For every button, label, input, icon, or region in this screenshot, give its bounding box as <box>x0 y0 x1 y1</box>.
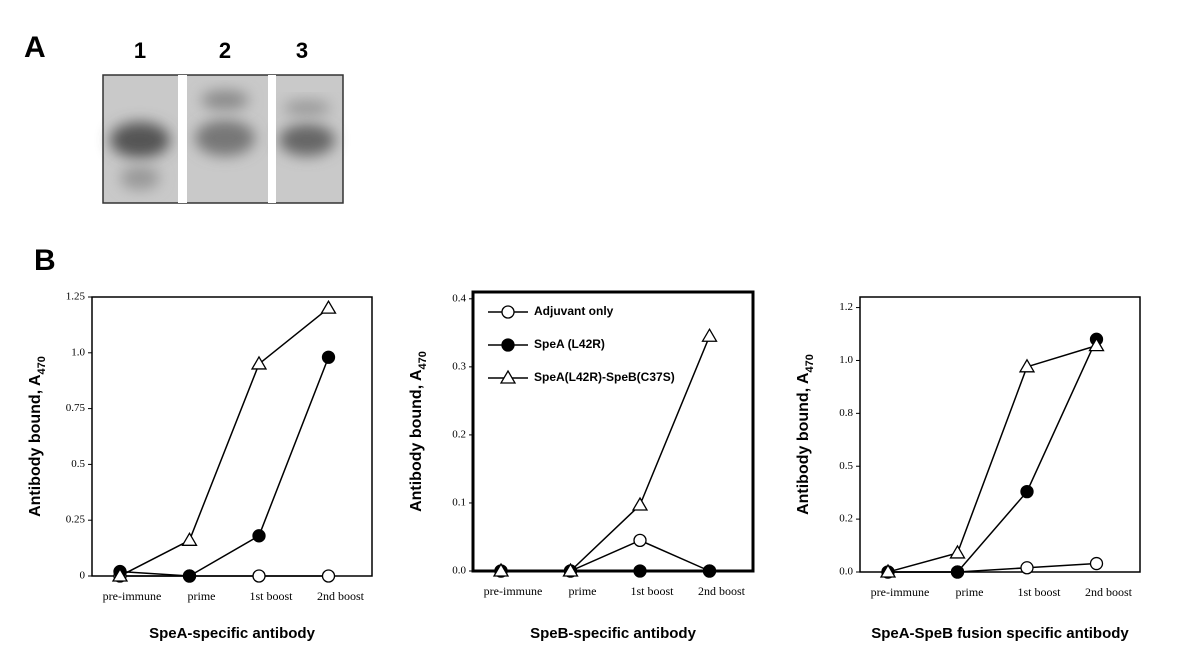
marker <box>111 567 129 582</box>
marker <box>950 565 965 579</box>
y-axis-label-text: Antibody bound, A <box>408 369 425 512</box>
series-line <box>501 539 710 572</box>
y-tick-label: 0.1 <box>452 496 466 508</box>
marker <box>501 338 515 352</box>
chart-title: SpeA-specific antibody <box>149 625 316 642</box>
x-tick-label: prime <box>569 584 597 598</box>
y-axis-label: Antibody bound, A470 <box>27 356 48 517</box>
y-axis-label-text: Antibody bound, A <box>27 374 44 517</box>
y-tick-label: 1.0 <box>839 354 853 366</box>
legend-label: SpeA (L42R) <box>534 337 605 351</box>
legend-label: SpeA(L42R)-SpeB(C37S) <box>534 370 675 384</box>
marker <box>879 563 897 578</box>
marker <box>321 350 336 364</box>
series-line <box>887 344 1097 573</box>
marker <box>250 355 268 370</box>
lane-label: 1 <box>134 38 146 63</box>
marker <box>320 299 337 314</box>
x-tick-label: pre-immune <box>871 585 930 599</box>
chart-title: SpeB-specific antibody <box>530 625 697 642</box>
marker <box>1020 561 1034 575</box>
marker <box>633 564 647 578</box>
y-tick-label: 0 <box>80 570 86 582</box>
series-line <box>888 562 1097 573</box>
lane-label: 3 <box>296 38 308 63</box>
y-tick-label: 1.2 <box>839 301 853 313</box>
x-tick-label: 2nd boost <box>317 589 365 603</box>
x-tick-label: 1st boost <box>630 584 674 598</box>
marker <box>1089 556 1104 571</box>
y-tick-label: 0.25 <box>66 514 86 526</box>
y-tick-label: 0.5 <box>839 460 853 472</box>
y-axis-label-subscript: 470 <box>417 351 429 369</box>
y-tick-label: 0.2 <box>452 428 466 440</box>
marker <box>631 496 649 511</box>
marker <box>1088 337 1105 352</box>
series-line <box>119 307 329 577</box>
lane-label: 2 <box>219 38 231 63</box>
marker <box>492 562 510 577</box>
gel-image <box>102 74 344 204</box>
x-tick-label: pre-immune <box>103 589 162 603</box>
x-tick-label: 2nd boost <box>1085 585 1133 599</box>
marker <box>252 569 266 583</box>
y-tick-label: 0.8 <box>839 407 853 419</box>
y-axis-label: Antibody bound, A470 <box>795 354 816 515</box>
y-tick-label: 0.5 <box>71 458 85 470</box>
x-tick-label: prime <box>956 585 984 599</box>
series-line <box>888 338 1098 573</box>
y-axis-label: Antibody bound, A470 <box>408 351 429 512</box>
panel-label: B <box>34 244 56 277</box>
marker <box>499 369 517 384</box>
y-tick-label: 0.2 <box>839 513 853 525</box>
x-tick-label: 1st boost <box>249 589 293 603</box>
marker <box>1020 484 1034 499</box>
marker <box>949 544 966 559</box>
x-tick-label: pre-immune <box>484 584 543 598</box>
y-axis-label-subscript: 470 <box>804 354 816 372</box>
marker <box>701 327 718 342</box>
y-axis-label-text: Antibody bound, A <box>795 372 812 515</box>
chart-title: SpeA-SpeB fusion specific antibody <box>871 625 1129 642</box>
x-tick-label: 1st boost <box>1017 585 1061 599</box>
y-tick-label: 0.4 <box>452 292 466 304</box>
plot-frame <box>91 296 373 577</box>
series-line <box>119 356 330 577</box>
series-line <box>501 335 711 572</box>
plot-frame <box>859 296 1141 573</box>
x-tick-label: 2nd boost <box>698 584 746 598</box>
marker <box>252 529 266 543</box>
marker <box>1018 358 1036 373</box>
marker <box>182 569 197 583</box>
y-tick-label: 1.25 <box>66 291 86 303</box>
marker <box>633 533 647 548</box>
x-tick-label: prime <box>188 589 216 603</box>
y-tick-label: 0.0 <box>452 565 466 577</box>
legend-label: Adjuvant only <box>534 304 614 318</box>
panel-label: A <box>24 31 46 64</box>
y-tick-label: 0.75 <box>66 402 86 414</box>
marker <box>702 564 717 578</box>
marker <box>321 569 336 583</box>
y-axis-label-subscript: 470 <box>36 356 48 374</box>
y-tick-label: 0.0 <box>839 566 853 578</box>
marker <box>501 305 515 319</box>
y-tick-label: 1.0 <box>71 346 85 358</box>
marker <box>181 531 198 546</box>
marker <box>562 562 579 577</box>
y-tick-label: 0.3 <box>452 360 466 372</box>
